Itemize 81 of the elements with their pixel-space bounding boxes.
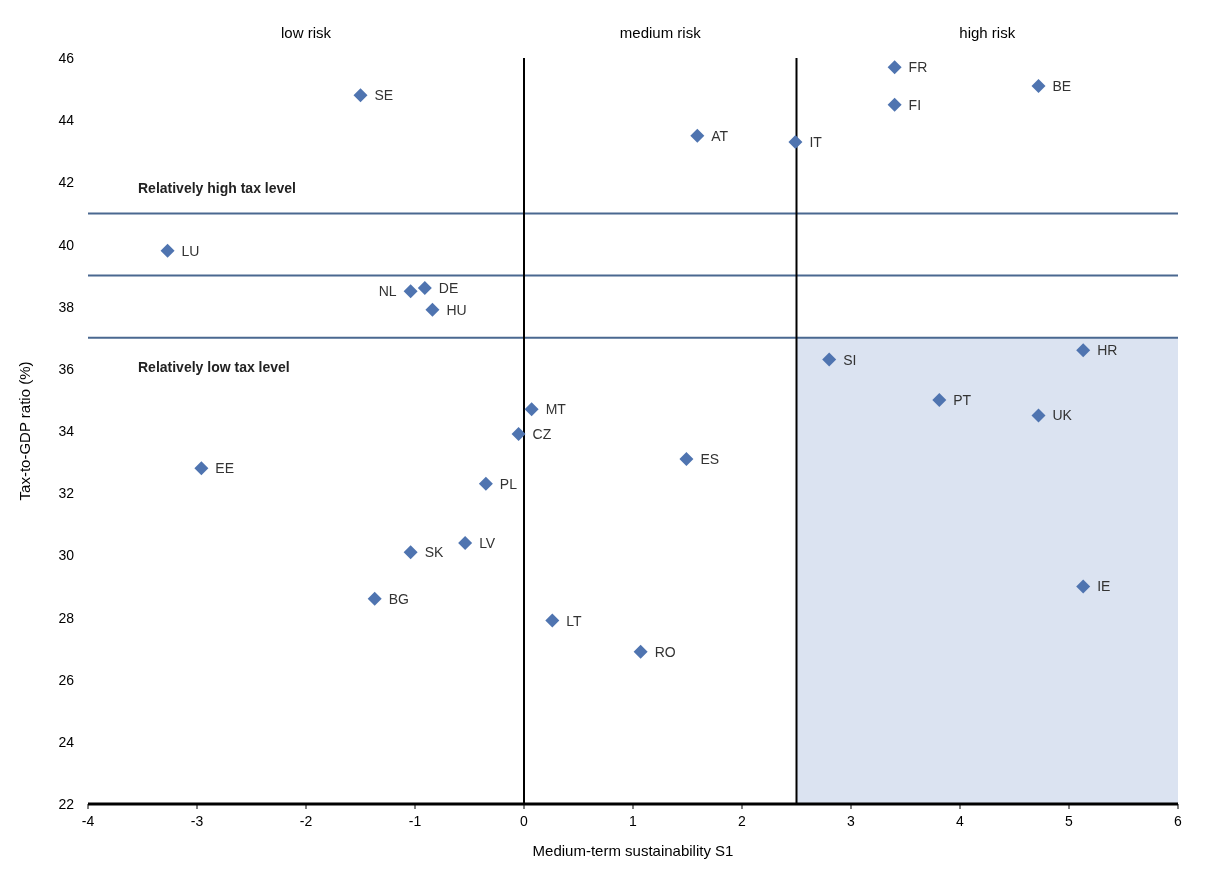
data-label: AT bbox=[711, 127, 729, 144]
point bbox=[425, 302, 440, 317]
data-label: SK bbox=[424, 544, 444, 561]
x-tick-label: 0 bbox=[520, 813, 529, 829]
point bbox=[690, 128, 705, 143]
point bbox=[458, 535, 473, 550]
data-label: IE bbox=[1097, 578, 1111, 595]
data-label: MT bbox=[545, 401, 567, 418]
y-tick-label: 46 bbox=[58, 50, 75, 66]
point bbox=[887, 97, 902, 112]
x-tick-label: -1 bbox=[408, 813, 422, 829]
x-tick-label: 5 bbox=[1065, 813, 1074, 829]
data-label: LV bbox=[479, 534, 496, 551]
y-tick-label: 38 bbox=[58, 298, 75, 315]
data-label: EE bbox=[215, 460, 235, 477]
data-label: LU bbox=[181, 242, 200, 259]
point bbox=[822, 352, 837, 367]
point bbox=[160, 243, 175, 258]
point bbox=[1076, 343, 1091, 358]
x-tick-label: -4 bbox=[81, 813, 95, 829]
x-tick-label: 3 bbox=[847, 813, 856, 829]
data-label: ES bbox=[700, 450, 720, 467]
data-label: SE bbox=[374, 87, 394, 104]
point bbox=[1031, 78, 1046, 93]
point bbox=[194, 461, 209, 476]
x-tick-label: -2 bbox=[299, 813, 313, 829]
data-label: IT bbox=[809, 133, 823, 150]
y-tick-label: 26 bbox=[58, 671, 75, 688]
y-tick-label: 24 bbox=[58, 733, 75, 750]
point bbox=[1076, 579, 1091, 594]
y-tick-label: 36 bbox=[58, 360, 75, 377]
data-label: PT bbox=[953, 391, 972, 408]
text: low risk bbox=[280, 24, 332, 41]
point bbox=[403, 284, 418, 299]
ref-line-label: Relatively high tax level bbox=[138, 180, 296, 197]
x-tick-label: -3 bbox=[190, 813, 204, 829]
point bbox=[932, 392, 947, 407]
point bbox=[524, 402, 539, 417]
y-axis-title: Tax-to-GDP ratio (%) bbox=[16, 361, 33, 501]
data-label: FI bbox=[908, 96, 922, 113]
y-tick-label: 42 bbox=[58, 174, 75, 191]
data-label: BE bbox=[1052, 77, 1072, 94]
point bbox=[511, 427, 526, 442]
point bbox=[679, 451, 694, 466]
data-label: FR bbox=[908, 59, 928, 76]
point bbox=[887, 60, 902, 75]
data-label: NL bbox=[378, 283, 397, 300]
x-tick-label: 4 bbox=[956, 813, 965, 829]
x-tick-label: 1 bbox=[629, 813, 638, 829]
y-tick-label: 34 bbox=[58, 423, 75, 439]
data-label: CZ bbox=[532, 426, 552, 443]
point bbox=[633, 644, 648, 659]
data-label: RO bbox=[654, 643, 676, 660]
point bbox=[1031, 408, 1046, 423]
point bbox=[353, 88, 368, 103]
ref-line-label: Relatively low tax level bbox=[138, 358, 290, 375]
y-tick-label: 40 bbox=[58, 236, 75, 253]
y-tick-label: 28 bbox=[58, 609, 75, 626]
data-label: UK bbox=[1052, 407, 1073, 424]
data-label: BG bbox=[388, 590, 409, 607]
point bbox=[478, 476, 493, 491]
y-tick-label: 22 bbox=[58, 796, 75, 812]
point bbox=[788, 134, 803, 149]
data-label: PL bbox=[499, 475, 518, 492]
point bbox=[367, 591, 382, 606]
y-tick-label: 30 bbox=[58, 547, 75, 564]
text: medium risk bbox=[619, 24, 702, 41]
data-label: HR bbox=[1097, 342, 1118, 359]
point bbox=[403, 545, 418, 560]
point bbox=[417, 281, 432, 296]
data-label: DE bbox=[438, 280, 459, 297]
text: high risk bbox=[959, 24, 1016, 41]
point bbox=[545, 613, 560, 628]
y-tick-label: 32 bbox=[58, 485, 75, 502]
x-axis-title: Medium-term sustainability S1 bbox=[532, 842, 734, 859]
data-label: SI bbox=[843, 351, 857, 368]
x-tick-label: 6 bbox=[1174, 813, 1183, 829]
data-label: LT bbox=[566, 612, 583, 629]
data-label: HU bbox=[446, 301, 467, 318]
y-tick-label: 44 bbox=[58, 112, 75, 129]
x-tick-label: 2 bbox=[738, 813, 747, 829]
